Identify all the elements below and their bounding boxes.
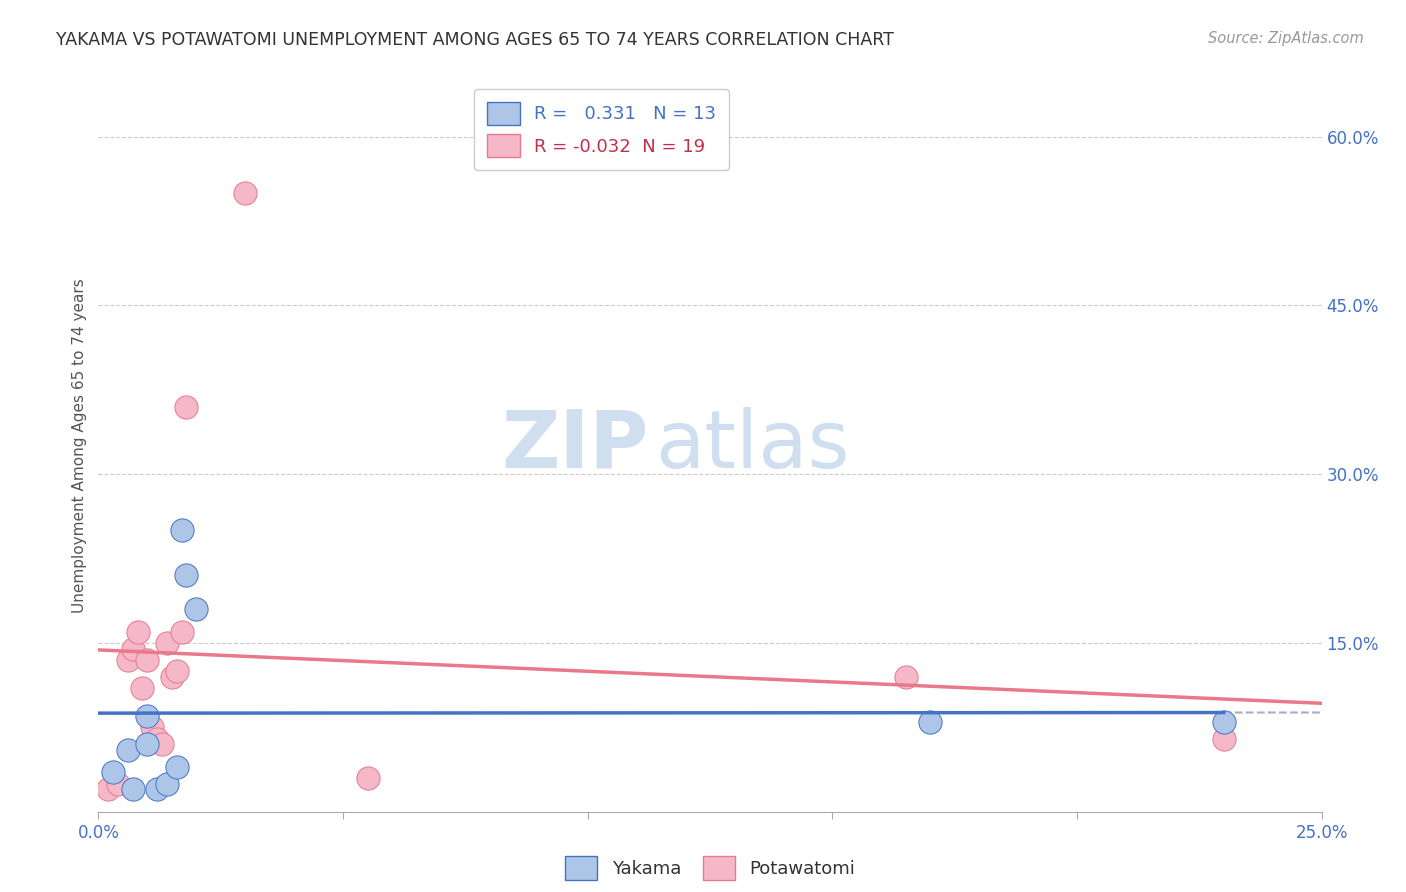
Point: [356, 771, 378, 785]
Point: [894, 670, 917, 684]
Point: [920, 714, 942, 729]
Point: [176, 400, 198, 414]
Point: [176, 568, 198, 582]
Point: [156, 636, 179, 650]
Point: [97, 782, 120, 797]
Point: [141, 720, 163, 734]
Point: [131, 681, 153, 695]
Point: [117, 653, 139, 667]
Point: [166, 664, 188, 678]
Point: [156, 776, 179, 790]
Point: [1212, 731, 1234, 746]
Legend: Yakama, Potawatomi: Yakama, Potawatomi: [557, 849, 863, 887]
Point: [127, 624, 149, 639]
Point: [121, 782, 143, 797]
Point: [107, 776, 129, 790]
Point: [146, 782, 169, 797]
Text: ZIP: ZIP: [502, 407, 650, 485]
Point: [101, 765, 124, 780]
Point: [121, 641, 143, 656]
Point: [160, 670, 183, 684]
Text: YAKAMA VS POTAWATOMI UNEMPLOYMENT AMONG AGES 65 TO 74 YEARS CORRELATION CHART: YAKAMA VS POTAWATOMI UNEMPLOYMENT AMONG …: [56, 31, 894, 49]
Point: [136, 709, 159, 723]
Y-axis label: Unemployment Among Ages 65 to 74 years: Unemployment Among Ages 65 to 74 years: [72, 278, 87, 614]
Text: Source: ZipAtlas.com: Source: ZipAtlas.com: [1208, 31, 1364, 46]
Point: [166, 760, 188, 774]
Point: [146, 731, 169, 746]
Point: [186, 602, 208, 616]
Point: [117, 743, 139, 757]
Point: [170, 624, 193, 639]
Text: atlas: atlas: [655, 407, 849, 485]
Point: [233, 186, 256, 200]
Point: [170, 524, 193, 538]
Point: [136, 653, 159, 667]
Point: [150, 737, 173, 751]
Point: [136, 737, 159, 751]
Point: [1212, 714, 1234, 729]
